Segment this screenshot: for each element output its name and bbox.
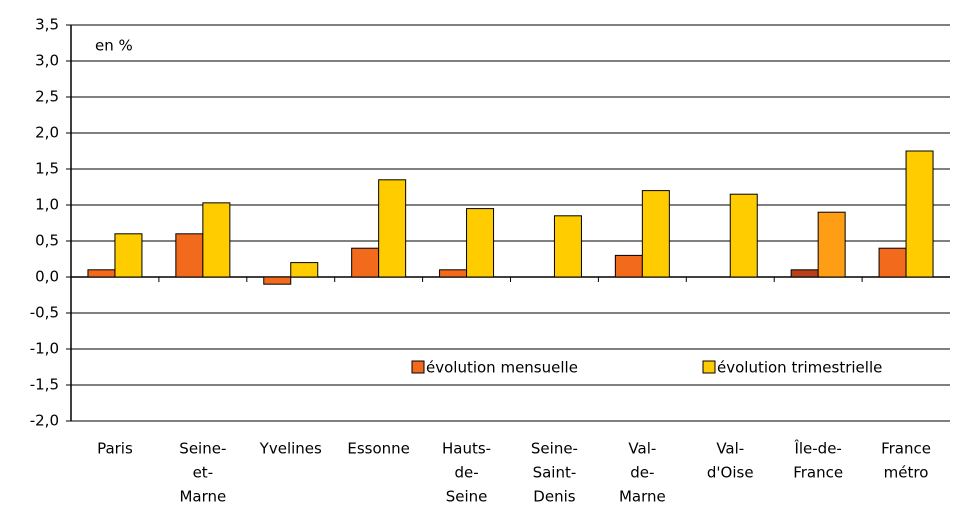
x-tick-label: Hauts- (442, 440, 491, 458)
bar (878, 247, 907, 278)
y-tick-label: 3,0 (35, 52, 59, 70)
y-tick-label: 2,5 (35, 88, 59, 106)
x-tick-label: d'Oise (707, 464, 754, 482)
x-tick-label: Marne (619, 488, 666, 506)
bar (87, 269, 116, 278)
legend-label: évolution mensuelle (426, 359, 578, 377)
x-tick-label: Paris (97, 440, 133, 458)
bar (439, 269, 468, 278)
y-tick-label: -2,0 (30, 412, 59, 430)
legend-swatch (411, 360, 425, 374)
x-tick-label: et- (193, 464, 214, 482)
bar (614, 254, 643, 278)
x-tick-label: France (793, 464, 843, 482)
x-tick-label: Seine- (179, 440, 226, 458)
bar (729, 193, 758, 278)
y-tick-label: 0,5 (35, 232, 59, 250)
x-tick-label: Marne (179, 488, 226, 506)
bar (641, 190, 670, 278)
x-tick-label: de- (454, 464, 478, 482)
x-tick-label: Val- (716, 440, 744, 458)
bar (790, 269, 819, 278)
bar (290, 262, 319, 278)
x-tick-label: Saint- (533, 464, 577, 482)
bar (114, 233, 143, 278)
y-tick-label: 0,0 (35, 268, 59, 286)
x-tick-label: Essonne (347, 440, 410, 458)
bar (905, 150, 934, 278)
bar (175, 233, 204, 278)
x-tick-label: métro (884, 464, 929, 482)
legend-label: évolution trimestrielle (717, 359, 882, 377)
x-tick-label: de- (630, 464, 654, 482)
y-tick-label: -1,5 (30, 376, 59, 394)
y-tick-label: 1,0 (35, 196, 59, 214)
y-tick-label: 2,0 (35, 124, 59, 142)
x-tick-label: Seine (446, 488, 488, 506)
bar (351, 247, 380, 278)
x-tick-label: Val- (628, 440, 656, 458)
bar (553, 215, 582, 278)
y-tick-label: -0,5 (30, 304, 59, 322)
x-tick-label: France (881, 440, 931, 458)
legend-swatch (702, 360, 716, 374)
bar (466, 208, 495, 278)
y-tick-label: 3,5 (35, 16, 59, 34)
x-tick-label: Denis (533, 488, 575, 506)
bar (378, 179, 407, 278)
bar (817, 211, 846, 278)
bar (263, 276, 292, 285)
bar (202, 202, 231, 278)
y-tick-label: -1,0 (30, 340, 59, 358)
x-tick-label: Seine- (531, 440, 578, 458)
y-tick-label: 1,5 (35, 160, 59, 178)
unit-annotation: en % (95, 37, 133, 55)
x-tick-label: Yvelines (259, 440, 322, 458)
x-tick-label: Île-de- (793, 439, 841, 458)
